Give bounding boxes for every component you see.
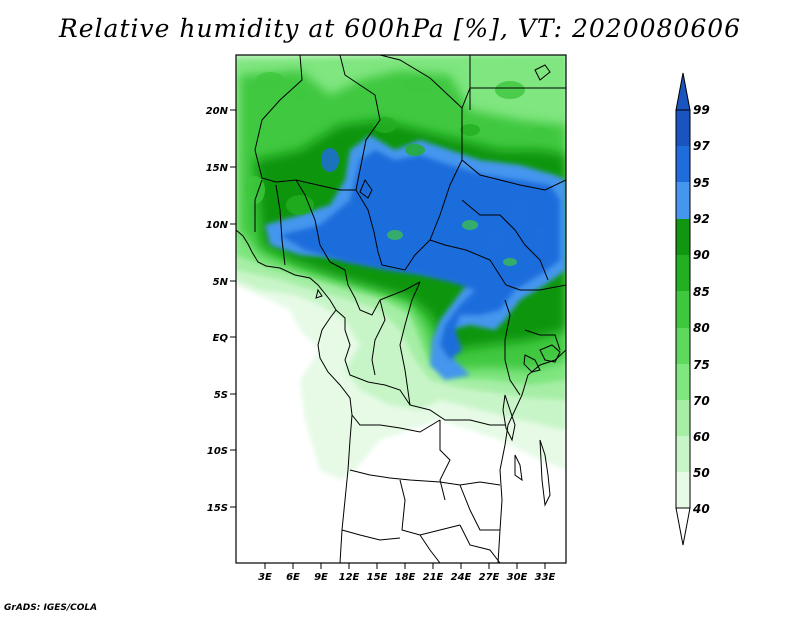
humidity-field (236, 55, 566, 563)
colorbar-segment (676, 255, 690, 291)
lon-label-3e: 3E (258, 572, 272, 583)
lon-label-27e: 27E (479, 572, 500, 583)
country-borders (236, 55, 566, 563)
colorbar-label-99: 99 (693, 103, 710, 117)
map-frame (235, 54, 567, 564)
lon-axis (264, 563, 546, 569)
colorbar-outline (675, 109, 691, 509)
colorbar-segment (676, 364, 690, 400)
lon-label-6e: 6E (286, 572, 300, 583)
lat-label-20n: 20N (206, 106, 229, 117)
lat-label-5n: 5N (213, 277, 229, 288)
colorbar-label-97: 97 (693, 139, 710, 153)
colorbar-segments (675, 72, 691, 546)
colorbar-label-50: 50 (693, 466, 710, 480)
colorbar-label-80: 80 (693, 321, 710, 335)
lon-label-30e: 30E (507, 572, 528, 583)
lon-label-21e: 21E (423, 572, 444, 583)
colorbar-segment (676, 472, 690, 508)
colorbar-label-70: 70 (693, 394, 710, 408)
lat-axis (230, 109, 236, 508)
lon-label-24e: 24E (451, 572, 472, 583)
colorbar-label-40: 40 (692, 502, 710, 516)
colorbar-label-85: 85 (693, 285, 710, 299)
colorbar-label-90: 90 (693, 248, 710, 262)
colorbar-segment (676, 400, 690, 436)
colorbar-segment (675, 507, 691, 546)
lat-label-eq: EQ (213, 333, 229, 344)
colorbar-label-95: 95 (693, 176, 710, 190)
lat-label-10s: 10S (207, 446, 228, 457)
map-title: Relative humidity at 600hPa [%], VT: 202… (58, 14, 742, 43)
colorbar-segment (676, 182, 690, 219)
grads-credit: GrADS: IGES/COLA (4, 603, 98, 613)
lon-label-33e: 33E (535, 572, 556, 583)
lon-label-18e: 18E (395, 572, 416, 583)
lon-label-12e: 12E (339, 572, 360, 583)
colorbar: 99 97 95 92 90 85 80 75 70 60 50 40 (675, 72, 710, 546)
lat-label-5s: 5S (214, 390, 228, 401)
lon-label-15e: 15E (367, 572, 388, 583)
colorbar-segment (676, 291, 690, 328)
colorbar-segment (676, 328, 690, 364)
colorbar-label-60: 60 (693, 430, 710, 444)
lon-label-9e: 9E (314, 572, 328, 583)
colorbar-segment (676, 110, 690, 146)
colorbar-label-75: 75 (693, 358, 710, 372)
colorbar-segment (676, 146, 690, 182)
colorbar-segment (676, 219, 690, 255)
lat-label-15n: 15N (206, 163, 229, 174)
colorbar-segment (675, 72, 691, 111)
colorbar-label-92: 92 (693, 212, 710, 226)
lat-label-15s: 15S (207, 503, 228, 514)
humidity-region-97 (280, 150, 560, 360)
lat-label-10n: 10N (206, 220, 229, 231)
colorbar-segment (676, 436, 690, 472)
